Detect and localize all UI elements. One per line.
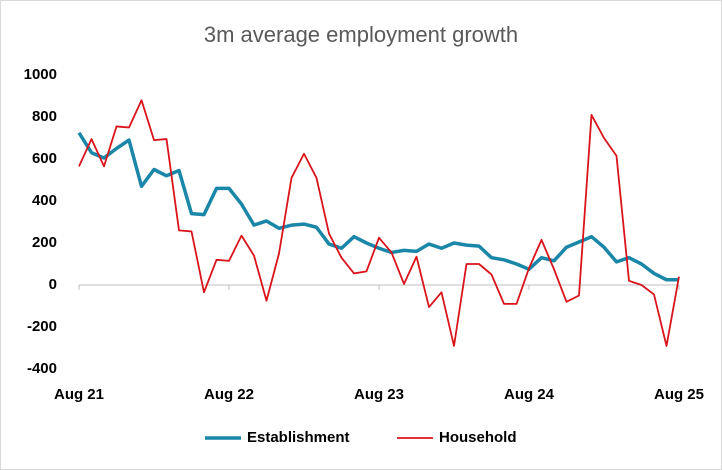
y-tick-label: 1000	[24, 66, 57, 83]
x-tick-label: Aug 25	[654, 386, 704, 403]
y-tick-label: 400	[32, 192, 57, 209]
y-tick-label: 600	[32, 150, 57, 167]
x-tick-label: Aug 24	[504, 386, 555, 403]
y-tick-label: 800	[32, 108, 57, 125]
y-tick-label: -400	[27, 360, 57, 377]
x-tick-label: Aug 22	[204, 386, 254, 403]
series-line	[78, 99, 680, 347]
x-tick-label: Aug 21	[54, 386, 104, 403]
chart-title: 3m average employment growth	[204, 22, 518, 47]
series-line	[77, 131, 679, 282]
y-tick-label: -200	[27, 318, 57, 335]
y-tick-label: 0	[49, 276, 57, 293]
legend-label: Household	[439, 429, 517, 446]
y-tick-label: 200	[32, 234, 57, 251]
legend-label: Establishment	[247, 429, 350, 446]
x-tick-label: Aug 23	[354, 386, 404, 403]
